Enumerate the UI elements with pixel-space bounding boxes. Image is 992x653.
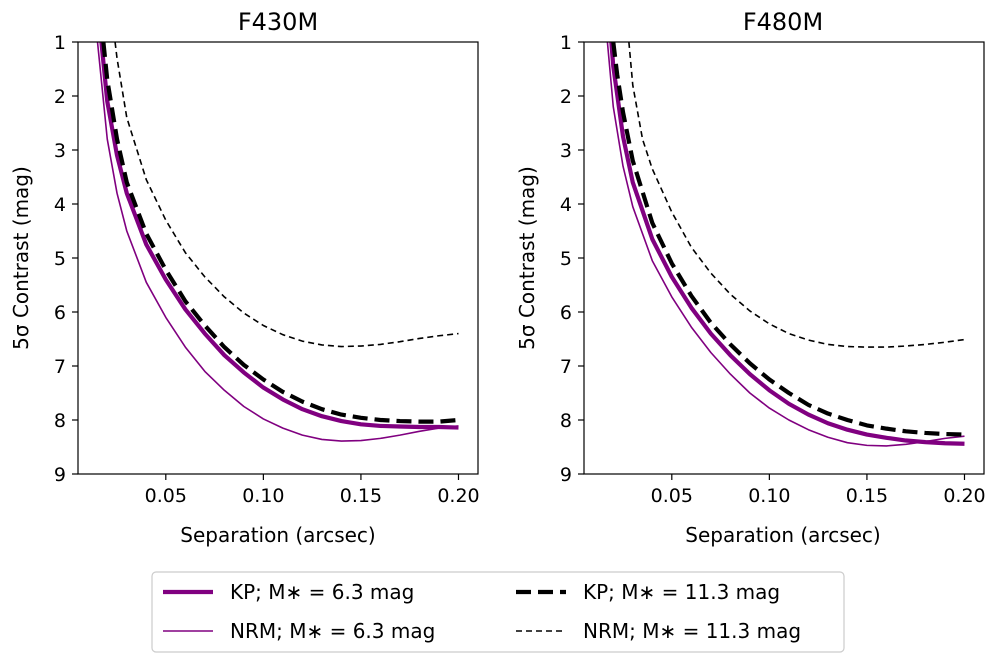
y-tick-label: 4 (54, 194, 66, 216)
series-line-0 (99, 41, 459, 430)
series-line-2 (101, 41, 459, 424)
x-axis-label: Separation (arcsec) (180, 523, 375, 547)
legend-label-kp-11.3: KP; M∗ = 11.3 mag (583, 580, 780, 604)
series-layer (606, 41, 965, 447)
chart-title: F480M (743, 8, 823, 36)
panel-f480m: F480M 5σ Contrast (mag) Separation (arcs… (515, 8, 986, 547)
series-line-0 (609, 41, 965, 446)
y-axis-label: 5σ Contrast (mag) (515, 166, 539, 350)
x-tick-label: 0.05 (651, 485, 693, 507)
chart-title: F430M (238, 8, 318, 36)
x-tick-label: 0.10 (748, 485, 790, 507)
y-tick-label: 3 (54, 140, 66, 162)
series-line-3 (628, 41, 965, 348)
x-tick-label: 0.05 (145, 485, 187, 507)
y-tick-label: 8 (560, 410, 572, 432)
x-tick-label: 0.20 (437, 485, 479, 507)
y-tick-label: 8 (54, 410, 66, 432)
x-tick-label: 0.20 (943, 485, 985, 507)
axis-ticks: 0.05 0.10 0.15 0.20 1 2 3 4 5 6 7 8 9 (54, 32, 480, 507)
y-axis-label: 5σ Contrast (mag) (9, 166, 33, 350)
y-tick-label: 3 (560, 140, 572, 162)
y-tick-label: 5 (54, 248, 66, 270)
series-line-3 (114, 41, 459, 348)
legend-label-nrm-11.3: NRM; M∗ = 11.3 mag (583, 619, 801, 643)
x-tick-label: 0.10 (242, 485, 284, 507)
plot-frame (77, 41, 479, 475)
legend-label-nrm-6.3: NRM; M∗ = 6.3 mag (230, 619, 435, 643)
x-tick-label: 0.15 (340, 485, 382, 507)
series-layer (96, 41, 459, 442)
y-tick-label: 6 (54, 302, 66, 324)
x-axis-label: Separation (arcsec) (685, 523, 880, 547)
y-tick-label: 7 (54, 356, 66, 378)
y-tick-label: 1 (54, 32, 66, 54)
legend: KP; M∗ = 6.3 mag NRM; M∗ = 6.3 mag KP; M… (151, 571, 845, 653)
y-tick-label: 7 (560, 356, 572, 378)
axis-ticks: 0.05 0.10 0.15 0.20 1 2 3 4 5 6 7 8 9 (560, 32, 986, 507)
panel-f430m: F430M 5σ Contrast (mag) Separation (arcs… (9, 8, 480, 547)
y-tick-label: 6 (560, 302, 572, 324)
plot-frame (583, 41, 985, 475)
x-tick-label: 0.15 (846, 485, 888, 507)
series-line-1 (606, 41, 965, 447)
legend-box (151, 571, 845, 653)
y-tick-label: 4 (560, 194, 572, 216)
series-line-1 (96, 41, 459, 442)
y-tick-label: 9 (54, 464, 66, 486)
y-tick-label: 2 (54, 86, 66, 108)
y-tick-label: 5 (560, 248, 572, 270)
y-tick-label: 9 (560, 464, 572, 486)
y-tick-label: 2 (560, 86, 572, 108)
y-tick-label: 1 (560, 32, 572, 54)
legend-label-kp-6.3: KP; M∗ = 6.3 mag (230, 580, 414, 604)
series-line-2 (611, 41, 965, 437)
